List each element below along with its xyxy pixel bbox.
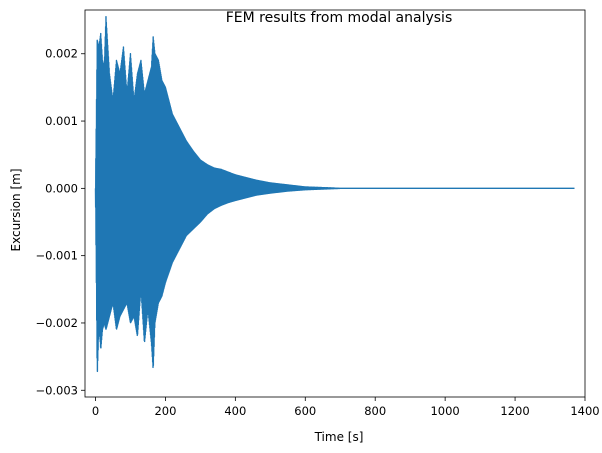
chart-title: FEM results from modal analysis [226, 10, 453, 26]
x-tick-label: 200 [154, 404, 176, 418]
x-axis-label: Time [s] [314, 430, 364, 444]
y-tick-label: 0.001 [45, 114, 78, 128]
y-tick-label: −0.002 [35, 316, 78, 330]
series-line-0 [94, 16, 576, 373]
x-tick-label: 1000 [430, 404, 459, 418]
y-tick-label: 0.000 [45, 181, 78, 195]
x-tick-label: 800 [364, 404, 386, 418]
x-tick-label: 600 [294, 404, 316, 418]
y-tick-label: −0.001 [35, 249, 78, 263]
x-tick-label: 1200 [500, 404, 529, 418]
axis-ticks: 0 200 400 600 800 1000 1200 1400 −0.003 −0.002 −0.… [35, 47, 599, 418]
x-tick-label: 400 [224, 404, 246, 418]
plot-area [94, 16, 576, 373]
x-tick-label: 0 [92, 404, 99, 418]
axes-frame [84, 9, 586, 398]
y-tick-label: −0.003 [35, 383, 78, 397]
x-tick-label: 1400 [570, 404, 599, 418]
y-axis-label: Excursion [m] [9, 168, 23, 251]
y-tick-label: 0.002 [45, 47, 78, 61]
